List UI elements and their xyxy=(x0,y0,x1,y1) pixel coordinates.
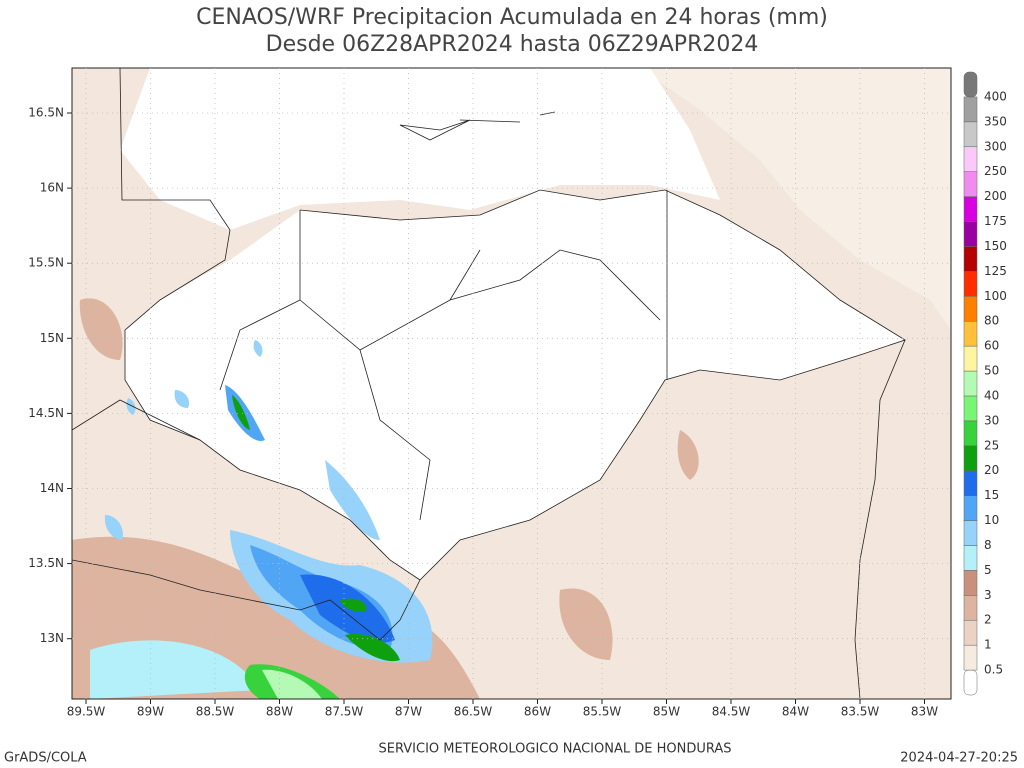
colorbar-segment xyxy=(963,619,978,646)
colorbar-segment xyxy=(963,271,978,297)
lat-label: 16N xyxy=(40,181,64,195)
colorbar-segment xyxy=(963,495,978,521)
lon-label: 85W xyxy=(653,705,680,719)
lon-label: 84W xyxy=(782,705,809,719)
lat-label: 14.5N xyxy=(28,406,64,420)
title: CENAOS/WRF Precipitacion Acumulada en 24… xyxy=(196,5,828,30)
colorbar-label: 100 xyxy=(984,289,1007,303)
colorbar-label: 25 xyxy=(984,438,999,452)
colorbar-segment xyxy=(963,146,978,172)
colorbar-label: 3 xyxy=(984,588,992,602)
colorbar-label: 30 xyxy=(984,413,999,427)
lon-label: 83W xyxy=(911,705,938,719)
lon-label: 86W xyxy=(524,705,551,719)
colorbar-segment xyxy=(963,395,978,422)
colorbar-segment xyxy=(963,370,978,397)
lat-label: 15.5N xyxy=(28,256,64,270)
footer-left: GrADS/COLA xyxy=(4,751,87,766)
colorbar-segment xyxy=(963,121,978,148)
colorbar-label: 1 xyxy=(984,638,992,652)
lon-label: 86.5W xyxy=(454,705,493,719)
lon-label: 85.5W xyxy=(583,705,622,719)
colorbar-label: 20 xyxy=(984,463,999,477)
colorbar-label: 60 xyxy=(984,339,999,353)
map xyxy=(72,68,951,699)
lon-label: 84.5W xyxy=(712,705,751,719)
colorbar-label: 10 xyxy=(984,513,999,527)
colorbar-segment xyxy=(963,246,978,272)
lon-label: 87W xyxy=(395,705,422,719)
colorbar-segment xyxy=(963,71,978,98)
colorbar-segment xyxy=(963,320,978,347)
colorbar-segment xyxy=(963,96,978,123)
colorbar-segment xyxy=(963,470,978,496)
map-frame xyxy=(71,67,952,700)
colorbar-segment xyxy=(963,595,978,621)
colorbar-label: 8 xyxy=(984,538,992,552)
colorbar-segment xyxy=(963,545,978,571)
colorbar-label: 2 xyxy=(984,613,992,627)
colorbar-label: 15 xyxy=(984,488,999,502)
lon-label: 88W xyxy=(266,705,293,719)
colorbar-segment xyxy=(963,570,978,596)
colorbar-label: 125 xyxy=(984,264,1007,278)
lon-label: 87.5W xyxy=(325,705,364,719)
colorbar-segment xyxy=(963,520,978,546)
lon-label: 83.5W xyxy=(841,705,880,719)
lon-label: 88.5W xyxy=(196,705,235,719)
footer-right: 2024-04-27-20:25 xyxy=(900,751,1018,766)
colorbar-label: 350 xyxy=(984,114,1007,128)
lon-label: 89W xyxy=(137,705,164,719)
subtitle: Desde 06Z28APR2024 hasta 06Z29APR2024 xyxy=(266,32,759,57)
colorbar-segment xyxy=(963,345,978,372)
colorbar-segment xyxy=(963,171,978,197)
colorbar-label: 175 xyxy=(984,214,1007,228)
lat-label: 15N xyxy=(40,331,64,345)
colorbar-segment xyxy=(963,196,978,222)
colorbar-label: 50 xyxy=(984,364,999,378)
colorbar-label: 250 xyxy=(984,164,1007,178)
colorbar-label: 200 xyxy=(984,189,1007,203)
colorbar-label: 5 xyxy=(984,563,992,577)
lat-label: 14N xyxy=(40,481,64,495)
lat-label: 16.5N xyxy=(28,106,64,120)
lon-label: 89.5W xyxy=(67,705,106,719)
colorbar-segment xyxy=(963,669,978,696)
colorbar-label: 80 xyxy=(984,314,999,328)
colorbar-label: 40 xyxy=(984,388,999,402)
lat-label: 13.5N xyxy=(28,556,64,570)
colorbar-label: 0.5 xyxy=(984,663,1003,677)
colorbar-label: 150 xyxy=(984,239,1007,253)
lat-label: 13N xyxy=(40,631,64,645)
colorbar-segment xyxy=(963,420,978,447)
footer-center: SERVICIO METEOROLOGICO NACIONAL DE HONDU… xyxy=(378,742,731,757)
colorbar-segment xyxy=(963,221,978,247)
colorbar-segment xyxy=(963,644,978,671)
colorbar-label: 400 xyxy=(984,89,1007,103)
colorbar-label: 300 xyxy=(984,139,1007,153)
colorbar-segment xyxy=(963,296,978,322)
colorbar-segment xyxy=(963,445,978,471)
